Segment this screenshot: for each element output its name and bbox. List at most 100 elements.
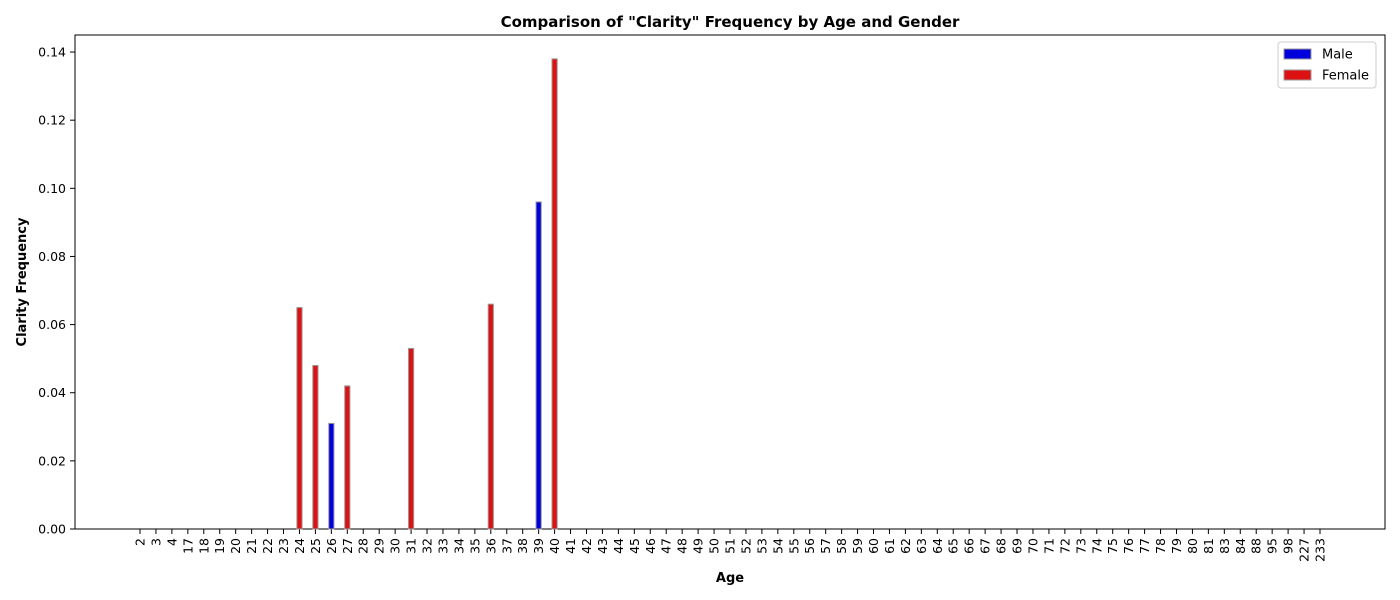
x-tick-label: 38 xyxy=(515,538,530,554)
y-tick-label: 0.12 xyxy=(38,113,66,128)
x-tick-label: 62 xyxy=(898,538,913,554)
x-axis: 2 3 4 17 18 19 20 21 22 23 24 25 26 27 28 29 30 31 32 33 34 3… xyxy=(133,529,1328,562)
x-tick-label: 40 xyxy=(547,538,562,554)
x-tick-label: 31 xyxy=(404,538,419,554)
x-tick-label: 18 xyxy=(196,538,211,554)
y-tick-label: 0.08 xyxy=(38,249,66,264)
x-tick-label: 70 xyxy=(1025,538,1040,554)
x-tick-label: 65 xyxy=(946,538,961,554)
x-tick-label: 57 xyxy=(818,538,833,554)
x-tick-label: 17 xyxy=(180,538,195,554)
x-tick-label: 30 xyxy=(388,538,403,554)
x-tick-label: 42 xyxy=(579,538,594,554)
x-tick-label: 60 xyxy=(866,538,881,554)
x-tick-label: 27 xyxy=(340,538,355,554)
x-tick-label: 37 xyxy=(499,538,514,554)
x-tick-label: 59 xyxy=(850,538,865,554)
x-tick-label: 24 xyxy=(292,538,307,554)
chart-title: Comparison of "Clarity" Frequency by Age… xyxy=(501,13,960,31)
x-tick-label: 71 xyxy=(1041,538,1056,554)
legend-swatch-female xyxy=(1283,69,1312,81)
x-tick-label: 83 xyxy=(1217,538,1232,554)
x-tick-label: 81 xyxy=(1201,538,1216,554)
x-tick-label: 69 xyxy=(1010,538,1025,554)
x-tick-label: 28 xyxy=(356,538,371,554)
legend: Male Female xyxy=(1277,41,1377,89)
y-tick-label: 0.06 xyxy=(38,317,66,332)
x-tick-label: 53 xyxy=(754,538,769,554)
x-tick-label: 84 xyxy=(1233,538,1248,554)
x-tick-label: 56 xyxy=(802,538,817,554)
x-tick-label: 61 xyxy=(882,538,897,554)
legend-label-male: Male xyxy=(1322,48,1353,63)
bar-female-age-40 xyxy=(551,58,558,530)
x-tick-label: 36 xyxy=(483,538,498,554)
x-tick-label: 33 xyxy=(435,538,450,554)
x-tick-label: 32 xyxy=(420,538,435,554)
x-tick-label: 20 xyxy=(228,538,243,554)
x-tick-label: 47 xyxy=(659,538,674,554)
legend-swatch-male xyxy=(1283,48,1312,60)
x-tick-label: 73 xyxy=(1073,538,1088,554)
x-tick-label: 3 xyxy=(148,538,163,546)
x-tick-label: 80 xyxy=(1185,538,1200,554)
x-tick-label: 63 xyxy=(914,538,929,554)
y-tick-label: 0.00 xyxy=(38,522,66,537)
x-tick-label: 67 xyxy=(978,538,993,554)
legend-label-female: Female xyxy=(1322,69,1369,84)
x-tick-label: 54 xyxy=(770,538,785,554)
x-tick-label: 34 xyxy=(451,538,466,554)
x-tick-label: 19 xyxy=(212,538,227,554)
x-tick-label: 52 xyxy=(738,538,753,554)
x-tick-label: 74 xyxy=(1089,538,1104,554)
x-tick-label: 68 xyxy=(994,538,1009,554)
x-tick-label: 72 xyxy=(1057,538,1072,554)
x-tick-label: 55 xyxy=(786,538,801,554)
x-tick-label: 39 xyxy=(531,538,546,554)
bar-female-age-25 xyxy=(312,364,319,530)
y-tick-label: 0.04 xyxy=(38,385,66,400)
x-tick-label: 88 xyxy=(1249,538,1264,554)
bar-male-age-26 xyxy=(328,422,335,530)
x-tick-label: 79 xyxy=(1169,538,1184,554)
y-tick-label: 0.14 xyxy=(38,45,66,60)
x-tick-label: 95 xyxy=(1265,538,1280,554)
x-tick-label: 76 xyxy=(1121,538,1136,554)
x-tick-label: 2 xyxy=(133,538,148,546)
bar-female-age-27 xyxy=(344,385,351,530)
x-tick-label: 22 xyxy=(260,538,275,554)
x-tick-label: 51 xyxy=(723,538,738,554)
x-tick-label: 26 xyxy=(324,538,339,554)
x-tick-label: 227 xyxy=(1297,538,1312,562)
x-tick-label: 75 xyxy=(1105,538,1120,554)
y-tick-label: 0.10 xyxy=(38,181,66,196)
plot-frame xyxy=(74,34,1386,530)
bar-female-age-24 xyxy=(296,307,303,530)
x-tick-label: 29 xyxy=(372,538,387,554)
y-tick-label: 0.02 xyxy=(38,453,66,468)
x-axis-label: Age xyxy=(716,571,744,586)
bar-female-age-36 xyxy=(487,303,494,530)
bar-female-age-31 xyxy=(407,347,415,530)
x-tick-label: 45 xyxy=(627,538,642,554)
x-tick-label: 233 xyxy=(1313,538,1328,562)
bar-male-age-39 xyxy=(535,201,542,530)
x-tick-label: 43 xyxy=(595,538,610,554)
y-axis: 0.00 0.02 0.04 0.06 0.08 0.10 0.12 0.14 xyxy=(38,45,75,537)
x-tick-label: 4 xyxy=(164,538,179,546)
x-tick-label: 58 xyxy=(834,538,849,554)
x-tick-label: 44 xyxy=(611,538,626,554)
x-tick-label: 48 xyxy=(675,538,690,554)
bars-group xyxy=(296,58,558,530)
x-tick-label: 50 xyxy=(707,538,722,554)
x-tick-label: 41 xyxy=(563,538,578,554)
x-tick-label: 46 xyxy=(643,538,658,554)
x-tick-label: 23 xyxy=(276,538,291,554)
x-tick-label: 35 xyxy=(467,538,482,554)
x-tick-label: 77 xyxy=(1137,538,1152,554)
x-tick-label: 25 xyxy=(308,538,323,554)
x-tick-label: 21 xyxy=(244,538,259,554)
x-tick-label: 98 xyxy=(1281,538,1296,554)
x-tick-label: 78 xyxy=(1153,538,1168,554)
